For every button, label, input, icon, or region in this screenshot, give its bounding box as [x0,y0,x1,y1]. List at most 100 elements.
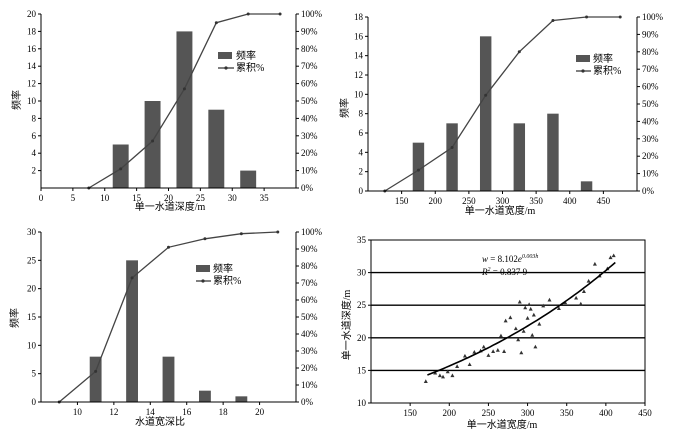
y-tick-label: 10 [354,89,364,99]
scatter-point [611,253,616,258]
cumulative-point [278,12,282,16]
x-tick-label: 150 [395,196,409,206]
legend-line-marker [581,69,585,73]
y-axis-ticks: 10 15 20 25 30 35 [357,235,371,408]
y2-axis-ticks: 0% 10% 20% 30% 40% 50% 60% 70% 80% 90% 100% [296,227,323,407]
legend-bar-swatch [576,55,590,62]
scatter-point [586,278,591,283]
plot-frame [40,14,297,189]
y-axis-ticks: 2 4 6 8 10 12 14 16 18 20 [27,9,41,176]
y2-tick-label: 40% [642,116,659,126]
y-tick-label: 16 [27,44,37,54]
cumulative-point [484,93,488,97]
histogram-bar [240,170,257,188]
y-tick-label: 4 [359,147,364,157]
y-tick-label: 20 [27,284,37,294]
x-axis-ticks: 150 200 250 300 350 400 450 [403,403,652,418]
y-tick-label: 6 [359,128,364,138]
x-tick-label: 350 [560,408,574,418]
y2-tick-label: 60% [301,295,318,305]
bar-series [412,36,593,192]
cumulative-point [585,15,589,19]
y-tick-label: 0 [359,186,364,196]
x-axis-label: 水道宽深比 [135,415,185,428]
regression-line [427,261,616,376]
scatter-point [527,302,532,307]
y2-tick-label: 10% [301,380,318,390]
scatter-point [578,301,583,306]
y-tick-label: 25 [357,300,367,310]
x-tick-label: 16 [182,407,192,417]
cumulative-line [383,15,622,193]
y-tick-label: 25 [27,255,37,265]
scatter-point [498,333,503,338]
plot-frame [367,17,638,192]
y-tick-label: 4 [32,148,37,158]
cumulative-point [618,15,622,19]
cumulative-point [130,276,134,280]
histogram-bar [112,144,129,188]
x-tick-label: 14 [146,407,156,417]
scatter-point [531,312,536,317]
cumulative-line [87,12,282,190]
x-tick-label: 15 [132,193,142,203]
cumulative-point [239,232,243,236]
legend-line-marker [201,279,205,283]
y2-tick-label: 90% [301,244,318,254]
histogram-bar [479,36,492,192]
y2-tick-label: 80% [642,47,659,57]
r-squared: R2 = 0.837 9 [481,267,528,277]
cumulative-point [119,167,123,171]
y-tick-label: 12 [27,79,36,89]
histogram-bar [235,396,248,402]
y-tick-label: 2 [32,166,37,176]
y2-tick-label: 70% [301,278,318,288]
scatter-point [517,299,522,304]
x-tick-label: 12 [109,407,118,417]
y2-tick-label: 100% [642,12,664,22]
legend-bar-label: 频率 [213,262,233,275]
y-axis-ticks: 0 2 4 6 8 10 12 14 16 18 [354,12,368,196]
x-tick-label: 0 [39,193,44,203]
y2-tick-label: 30% [642,134,659,144]
y2-tick-label: 40% [301,329,318,339]
regression-curve [427,261,616,376]
histogram-bar [513,123,526,191]
x-tick-label: 18 [219,407,229,417]
cumulative-line [57,230,280,404]
y-tick-label: 30 [357,268,367,278]
y2-tick-label: 50% [301,312,318,322]
legend-line-label: 累积% [593,65,621,77]
y2-tick-label: 0% [642,186,655,196]
scatter-point [423,379,428,383]
x-tick-label: 200 [429,196,443,206]
x-tick-label: 300 [521,408,535,418]
y2-tick-label: 100% [301,227,323,237]
y2-tick-label: 10% [301,166,318,176]
legend-bar-label: 频率 [593,52,613,65]
y2-tick-label: 20% [642,151,659,161]
scatter-point [608,255,613,260]
y-axis-label: 单一水道深度/m [340,290,353,361]
scatter-point [581,289,586,294]
y2-tick-label: 10% [642,169,659,179]
y-tick-label: 14 [27,61,37,71]
scatter-point [547,297,552,302]
scatter-point [503,318,508,323]
y-tick-label: 12 [354,70,363,80]
x-tick-label: 300 [496,196,510,206]
cumulative-point [203,237,207,241]
scatter-point [455,364,460,368]
x-tick-label: 450 [638,408,652,418]
cumulative-point [182,87,186,91]
y-axis-label: 频率 [10,90,23,110]
x-tick-label: 400 [599,408,613,418]
x-tick-label: 350 [529,196,543,206]
y2-tick-label: 70% [642,64,659,74]
y2-tick-label: 0% [301,183,314,193]
y-tick-label: 30 [27,227,37,237]
cumulative-point [151,139,155,143]
x-tick-label: 200 [443,408,457,418]
y-tick-label: 18 [354,12,364,22]
